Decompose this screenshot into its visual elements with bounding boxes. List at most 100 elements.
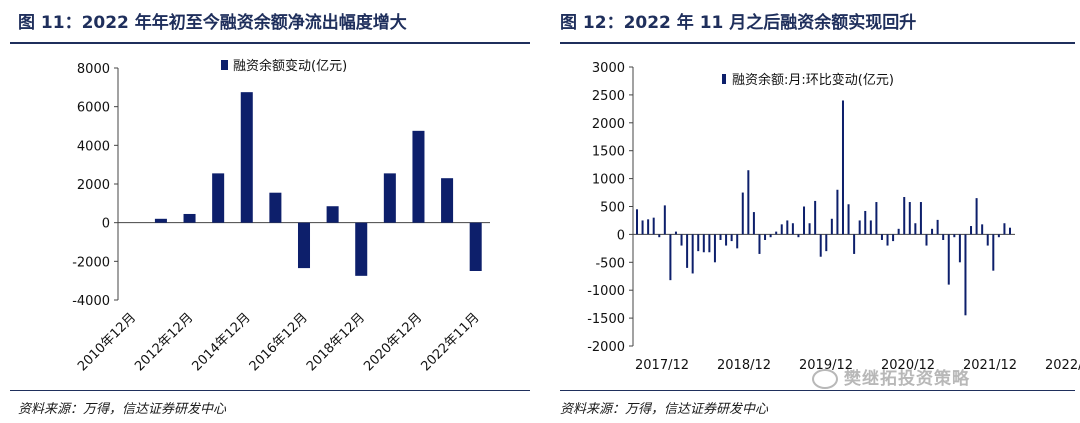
right-bar: [641, 220, 644, 235]
right-bar: [730, 234, 733, 242]
right-bar: [919, 202, 922, 235]
left-title-rule: [10, 42, 530, 44]
right-figure-title: 图 12：2022 年 11 月之后融资余额实现回升: [560, 13, 917, 33]
right-bar: [736, 234, 739, 249]
left-x-tick-label: 2020年12月: [361, 310, 425, 374]
left-bar: [441, 178, 454, 223]
left-bar: [212, 173, 225, 223]
right-bar: [1003, 223, 1006, 235]
right-source: 资料来源：万得，信达证券研发中心: [560, 402, 769, 417]
right-bar: [769, 234, 772, 238]
right-bar: [880, 234, 883, 240]
right-source-rule: [560, 390, 1075, 391]
right-bar: [825, 234, 828, 252]
left-bar: [412, 130, 425, 223]
right-bar: [836, 189, 839, 235]
left-y-tick-label: 2000: [77, 178, 110, 193]
left-source-rule: [10, 390, 530, 391]
right-bar: [719, 234, 722, 240]
right-bar: [847, 204, 850, 235]
left-x-tick-label: 2022年11月: [418, 310, 482, 374]
right-y-tick-label: 2500: [592, 89, 625, 104]
watermark: 樊继拓投资策略: [812, 364, 970, 389]
right-bar: [674, 231, 677, 235]
right-y-tick-label: -2000: [587, 340, 625, 355]
left-y-tick-label: -2000: [72, 255, 110, 270]
right-bar: [680, 234, 683, 246]
right-bar: [875, 202, 878, 235]
right-bar: [747, 170, 750, 235]
right-bar-chart: -2000 -1500 -1000 -500 0 500 1000 1500 2000 2500 3…: [587, 61, 1080, 373]
right-y-tick-label: -1500: [587, 312, 625, 327]
right-bar: [869, 220, 872, 235]
left-legend-swatch: [221, 60, 228, 70]
right-bar: [931, 228, 934, 235]
left-bar: [326, 206, 339, 223]
right-bar: [764, 234, 767, 240]
left-x-tick-label: 2016年12月: [247, 310, 311, 374]
right-bar: [970, 226, 973, 235]
left-bar: [383, 173, 396, 223]
right-bar: [780, 224, 783, 235]
right-bar: [725, 234, 728, 246]
left-bar: [183, 213, 196, 223]
left-chart-panel: 图 11：2022 年年初至今融资余额净流出幅度增大 -4000 -2000 0 20…: [0, 0, 530, 423]
right-x-tick-label: 2019/12: [799, 358, 853, 373]
right-bar: [914, 223, 917, 235]
right-legend-label: 融资余额:月:环比变动(亿元): [732, 72, 894, 88]
right-bar: [864, 210, 867, 235]
left-bar: [240, 92, 253, 223]
right-y-tick-label: 0: [617, 228, 625, 243]
right-bar: [741, 192, 744, 235]
right-bar: [997, 234, 1000, 238]
left-bar: [355, 222, 368, 276]
right-bar: [669, 234, 672, 281]
right-y-tick-label: -1000: [587, 284, 625, 299]
right-bar: [786, 220, 789, 235]
left-y-tick-label: -4000: [72, 294, 110, 309]
left-x-tick-label: 2014年12月: [190, 310, 254, 374]
right-bar: [808, 223, 811, 235]
left-bar: [154, 218, 167, 223]
right-bar: [947, 234, 950, 285]
right-y-tick-label: 3000: [592, 61, 625, 76]
right-bar: [886, 234, 889, 246]
left-y-tick-label: 6000: [77, 101, 110, 116]
right-bar: [992, 234, 995, 271]
right-y-tick-label: 500: [600, 201, 625, 216]
left-bar-chart: -4000 -2000 0 2000 4000 6000 8000 2010年12月2012年…: [72, 58, 490, 374]
right-title-rule: [560, 42, 1075, 44]
left-x-tick-label: 2012年12月: [132, 310, 196, 374]
left-x-tick-label: 2010年12月: [75, 310, 139, 374]
left-y-tick-label: 0: [102, 217, 110, 232]
right-bar: [752, 212, 755, 235]
right-bar: [830, 218, 833, 235]
left-figure-title: 图 11：2022 年年初至今融资余额净流出幅度增大: [18, 13, 407, 33]
right-bar: [647, 219, 650, 235]
right-bar: [636, 209, 638, 235]
right-bar: [658, 234, 661, 238]
right-y-tick-label: -500: [595, 256, 625, 271]
right-bar: [958, 234, 961, 263]
right-x-tick-label: 2022/12: [1045, 358, 1080, 373]
right-bar: [936, 219, 939, 235]
right-bar: [697, 234, 700, 252]
right-bar: [841, 100, 844, 235]
right-bar: [708, 234, 711, 253]
right-bar: [713, 234, 716, 263]
left-bar: [469, 222, 482, 271]
right-bar: [1009, 227, 1011, 235]
watermark-text: 樊继拓投资策略: [844, 369, 970, 389]
right-bar: [981, 224, 984, 235]
right-bar: [691, 234, 694, 274]
right-bar: [803, 206, 806, 235]
right-bar: [758, 234, 761, 254]
left-bar: [269, 192, 282, 223]
left-y-tick-label: 8000: [77, 62, 110, 77]
right-bar: [702, 234, 705, 253]
right-bar: [791, 223, 794, 235]
right-bar: [897, 228, 900, 235]
right-bar: [819, 234, 822, 257]
right-x-tick-label: 2017/12: [635, 358, 689, 373]
right-y-tick-label: 2000: [592, 117, 625, 132]
